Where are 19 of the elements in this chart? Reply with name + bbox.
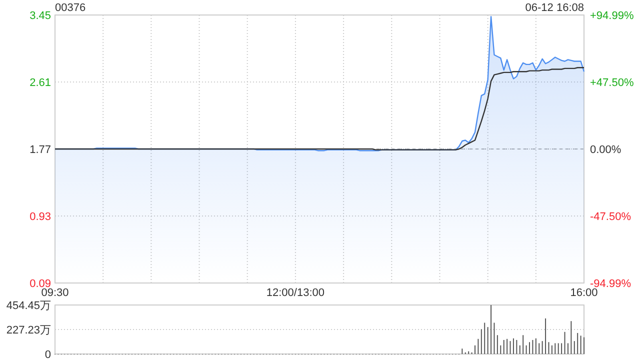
y-tick-label: 0.09 (30, 278, 51, 290)
chart-title: 00376 (55, 2, 86, 14)
y-tick-label: 454.45万 (6, 300, 51, 312)
x-tick-label: 09:30 (41, 287, 69, 299)
y2-tick-label: +47.50% (590, 76, 634, 89)
line-series (54, 67, 585, 150)
y-tick-label: 0 (44, 349, 51, 360)
y2-tick-label: -47.50% (590, 211, 632, 224)
y-tick-label: 227.23万 (6, 324, 51, 336)
x-tick-label: 12:00/13:00 (266, 287, 325, 299)
y2-tick-label: 0.00% (590, 144, 622, 156)
y-tick-label: 3.45 (30, 10, 51, 22)
text: 06-12 16:08 (525, 2, 584, 14)
y2-tick-label: -94.99% (590, 278, 632, 290)
y-tick-label: 1.77 (30, 144, 51, 156)
x-tick-label: 16:00 (570, 287, 598, 299)
y-tick-label: 2.61 (30, 77, 51, 89)
y-tick-label: 0.93 (30, 211, 51, 223)
y2-tick-label: +94.99% (590, 10, 634, 22)
